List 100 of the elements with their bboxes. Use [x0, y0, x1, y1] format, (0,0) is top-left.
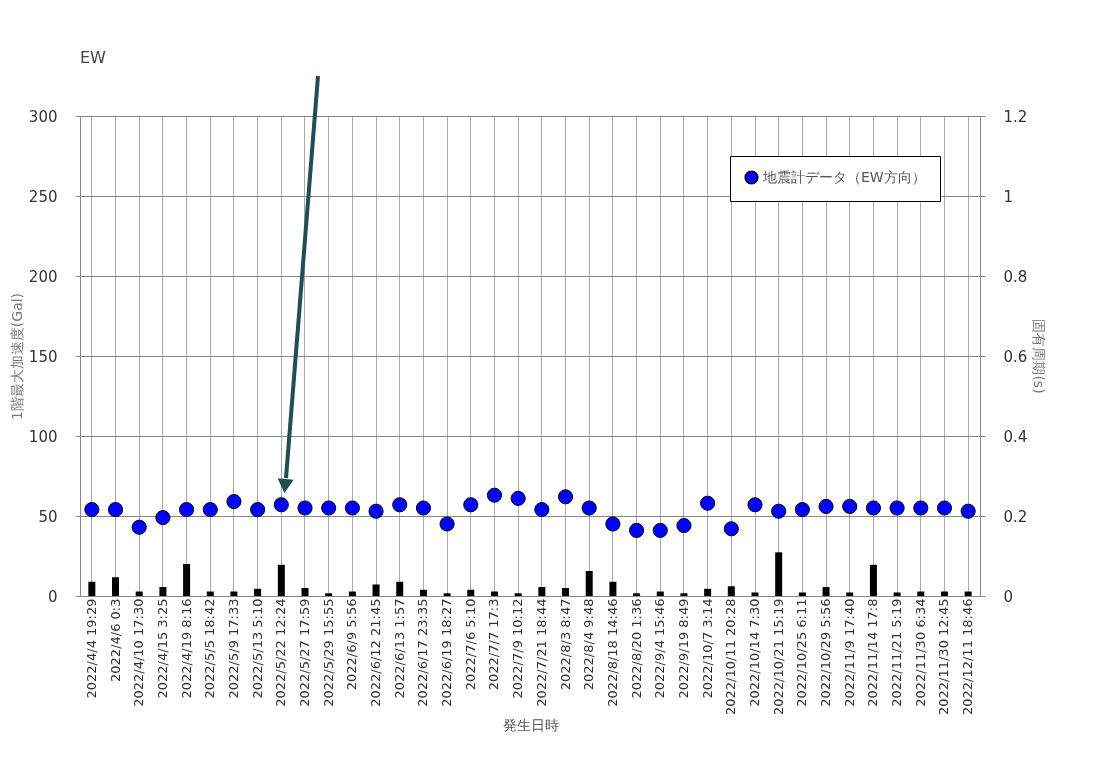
x-tick-label: 2022/8/3 8:47 [557, 598, 573, 691]
bar [277, 564, 285, 596]
bar [490, 591, 498, 596]
x-tick-label: 2022/6/13 1:57 [391, 598, 407, 699]
x-tick-label: 2022/5/29 15:55 [320, 598, 336, 707]
y2-tick-label: 0.4 [1003, 427, 1028, 446]
bar [230, 591, 238, 596]
point [84, 502, 100, 518]
x-tick-label: 2022/6/9 5:56 [344, 598, 360, 691]
x-tick-label: 2022/7/9 10:12 [510, 598, 526, 699]
bar [514, 593, 522, 596]
y2-tick-label: 1.2 [1003, 107, 1028, 126]
x-tick-label: 2022/4/6 0:3 [107, 598, 123, 682]
point [155, 510, 171, 526]
point [415, 500, 431, 516]
bar [254, 588, 262, 596]
point [700, 495, 716, 511]
bar [917, 591, 925, 596]
point [652, 522, 668, 538]
bar [419, 589, 427, 596]
x-tick-label: 2022/6/17 23:35 [415, 598, 431, 707]
x-tick-label: 2022/10/11 20:28 [723, 598, 739, 716]
bar [562, 588, 570, 596]
legend-label: 地震計データ（EW方向） [762, 168, 926, 185]
y2-tick-label: 1 [1003, 187, 1014, 206]
chart-title: EW [80, 48, 107, 67]
x-tick-label: 2022/10/7 3:14 [699, 598, 715, 699]
point [913, 500, 929, 516]
point [818, 498, 834, 514]
point [392, 497, 408, 513]
point [534, 502, 550, 518]
x-tick-label: 2022/5/5 18:42 [202, 598, 218, 699]
point [344, 500, 360, 516]
point [107, 502, 124, 518]
x-tick-label: 2022/10/21 15:19 [770, 598, 786, 716]
bar [325, 593, 333, 596]
x-tick-label: 2022/5/13 5:10 [249, 598, 265, 699]
point [439, 516, 455, 532]
x-tick-label: 2022/8/20 1:36 [628, 598, 644, 699]
y-tick-label: 250 [28, 187, 58, 206]
x-tick-label: 2022/10/25 6:11 [794, 598, 810, 707]
point [865, 500, 881, 516]
bar [798, 592, 806, 596]
bar [348, 591, 356, 596]
bar [633, 593, 641, 596]
bar [940, 591, 948, 596]
point [131, 519, 147, 535]
bar [704, 588, 712, 596]
point [723, 521, 739, 537]
bar [680, 593, 688, 596]
x-tick-label: 2022/6/19 18:27 [439, 598, 455, 707]
bar [656, 591, 664, 596]
x-tick-label: 2022/7/7 17:3 [486, 598, 502, 691]
x-tick-label: 2022/11/14 17:8 [865, 598, 881, 707]
bar [893, 592, 901, 596]
bar [727, 586, 735, 596]
point [936, 500, 953, 516]
x-tick-label: 2022/6/12 21:45 [368, 598, 384, 707]
bar [112, 577, 120, 596]
point [486, 487, 503, 503]
bar [538, 587, 546, 596]
point [250, 502, 266, 518]
bar [869, 564, 877, 596]
x-tick-label: 2022/11/30 6:34 [912, 598, 928, 707]
y2-axis-title: 固有周期(s) [1031, 319, 1048, 394]
x-tick-label: 2022/10/29 5:56 [818, 598, 834, 707]
bar [775, 552, 783, 596]
y2-tick-label: 0.2 [1003, 507, 1028, 526]
y-tick-label: 300 [28, 107, 58, 126]
y2-tick-label: 0.6 [1003, 347, 1028, 366]
y-axis-title: 1階最大加速度(Gal) [8, 292, 25, 421]
bar [751, 592, 759, 596]
x-tick-label: 2022/4/19 8:16 [178, 598, 194, 699]
y-tick-label: 100 [28, 427, 58, 446]
bar [822, 587, 830, 596]
point [226, 494, 242, 510]
bar [467, 589, 475, 596]
y2-tick-label: 0.8 [1003, 267, 1028, 286]
point [179, 502, 195, 518]
point [771, 503, 787, 519]
point [321, 500, 337, 516]
bar [585, 571, 593, 596]
x-tick-label: 2022/11/9 17:40 [841, 598, 857, 707]
point [960, 503, 976, 519]
point [889, 500, 905, 516]
x-tick-label: 2022/5/27 17:59 [297, 598, 312, 707]
bar [846, 592, 854, 596]
x-tick-label: 2022/7/6 5:10 [462, 598, 478, 691]
point [747, 497, 763, 513]
y2-tick-label: 0 [1003, 587, 1014, 606]
bar [183, 564, 191, 596]
x-tick-label: 2022/9/19 8:49 [675, 598, 691, 699]
bar [206, 591, 214, 596]
point [273, 497, 289, 513]
y-tick-label: 0 [47, 587, 58, 606]
bar [159, 587, 167, 596]
x-tick-label: 2022/10/14 7:30 [747, 598, 762, 707]
point [510, 490, 526, 506]
x-tick-label: 2022/9/4 15:46 [652, 598, 668, 699]
y-tick-label: 150 [28, 347, 58, 366]
